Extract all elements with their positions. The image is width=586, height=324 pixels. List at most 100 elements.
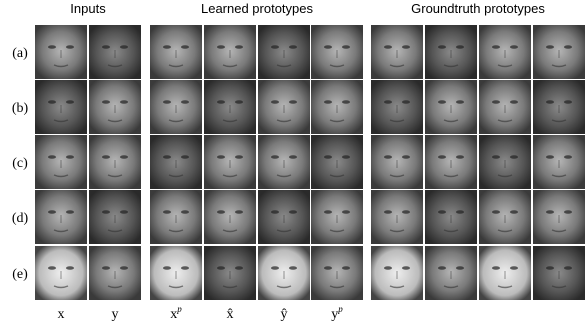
eye xyxy=(324,155,332,159)
figure: Inputs Learned prototypes Groundtruth pr… xyxy=(0,0,586,324)
eye xyxy=(510,100,518,104)
face-image xyxy=(35,135,87,189)
face-image xyxy=(479,190,531,244)
face-image xyxy=(479,246,531,300)
eye xyxy=(342,100,350,104)
face-image xyxy=(425,135,477,189)
eye xyxy=(181,45,189,49)
eye xyxy=(546,266,554,270)
eye xyxy=(564,155,572,159)
eye xyxy=(456,266,464,270)
eye xyxy=(217,210,225,214)
header: Inputs xyxy=(70,1,106,16)
column-label: xp xyxy=(170,304,182,322)
eye xyxy=(48,210,56,214)
eye xyxy=(163,100,171,104)
eye xyxy=(510,45,518,49)
face-image xyxy=(258,135,310,189)
face-image xyxy=(425,190,477,244)
face-image xyxy=(371,80,423,134)
eye xyxy=(235,100,243,104)
eye xyxy=(120,100,128,104)
eye xyxy=(342,45,350,49)
eye xyxy=(102,45,110,49)
face-image xyxy=(311,190,363,244)
eye xyxy=(456,100,464,104)
eye xyxy=(438,210,446,214)
eye xyxy=(456,45,464,49)
face-image xyxy=(479,80,531,134)
column-label-base: x xyxy=(170,307,177,322)
row-label: (d) xyxy=(12,211,29,226)
face-image xyxy=(533,246,585,300)
eye xyxy=(163,266,171,270)
eye xyxy=(271,266,279,270)
row-label: (c) xyxy=(12,156,28,171)
eye xyxy=(438,100,446,104)
face-image xyxy=(204,25,256,79)
eye xyxy=(384,210,392,214)
eye xyxy=(342,210,350,214)
eye xyxy=(492,100,500,104)
eye xyxy=(546,210,554,214)
face-image xyxy=(533,135,585,189)
eye xyxy=(384,100,392,104)
face-image xyxy=(150,25,202,79)
face-image xyxy=(371,246,423,300)
face-image xyxy=(425,80,477,134)
eye xyxy=(289,100,297,104)
eye xyxy=(48,45,56,49)
eye xyxy=(438,155,446,159)
face-image xyxy=(150,135,202,189)
eye xyxy=(402,100,410,104)
face-image xyxy=(425,25,477,79)
eye xyxy=(546,155,554,159)
eye xyxy=(402,155,410,159)
eye xyxy=(564,100,572,104)
eye xyxy=(289,155,297,159)
eye xyxy=(271,45,279,49)
header: Groundtruth prototypes xyxy=(411,1,545,16)
eye xyxy=(181,100,189,104)
eye xyxy=(342,266,350,270)
eye xyxy=(402,210,410,214)
eye xyxy=(120,155,128,159)
face-image xyxy=(258,246,310,300)
eye xyxy=(438,266,446,270)
eye xyxy=(66,155,74,159)
eye xyxy=(163,45,171,49)
eye xyxy=(510,155,518,159)
face-image xyxy=(479,25,531,79)
eye xyxy=(217,266,225,270)
eye xyxy=(438,45,446,49)
eye xyxy=(564,210,572,214)
eye xyxy=(217,100,225,104)
column-label-base: x̂ xyxy=(227,307,234,322)
eye xyxy=(402,266,410,270)
face-image xyxy=(89,246,141,300)
column-label-sup: p xyxy=(337,304,343,314)
eye xyxy=(181,266,189,270)
column-label: yp xyxy=(331,304,343,322)
face-image xyxy=(35,25,87,79)
column-label-sup: p xyxy=(176,304,182,314)
eye xyxy=(289,266,297,270)
face-image xyxy=(89,135,141,189)
eye xyxy=(48,155,56,159)
face-image xyxy=(371,25,423,79)
eye xyxy=(163,155,171,159)
face-image xyxy=(89,25,141,79)
eye xyxy=(271,210,279,214)
eye xyxy=(271,100,279,104)
eye xyxy=(102,210,110,214)
face-image xyxy=(35,190,87,244)
column-label-base: ŷ xyxy=(281,307,288,322)
face-image xyxy=(150,190,202,244)
face-image xyxy=(204,135,256,189)
face-image xyxy=(311,25,363,79)
eye xyxy=(235,266,243,270)
column-label-base: x xyxy=(58,307,65,322)
eye xyxy=(492,45,500,49)
eye xyxy=(163,210,171,214)
face-image xyxy=(479,135,531,189)
